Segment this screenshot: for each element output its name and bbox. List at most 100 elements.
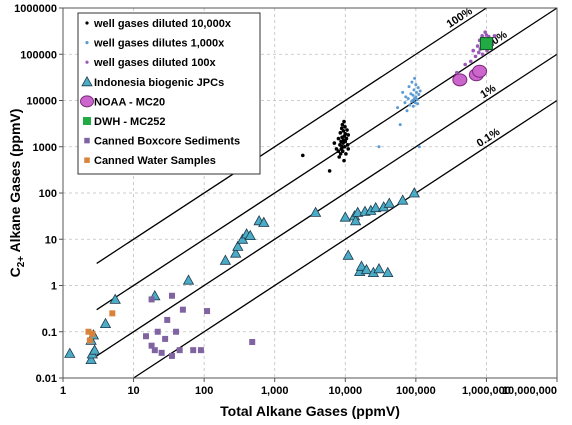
legend: well gases diluted 10,000x well gases dil… [77,12,261,175]
data-point [86,337,93,344]
data-point [377,145,381,149]
data-point [232,240,244,251]
y-axis-ticks: 0.01 0.1 1 10 100 1000 10000 100000 1000000 [14,3,63,385]
data-point [341,129,346,133]
y-tick-label: 1 [51,281,57,293]
data-point [309,206,322,217]
data-point [64,347,76,358]
x-tick-label: 1 [60,385,66,397]
legend-marker [84,157,90,163]
data-point [109,293,121,304]
legend-marker [81,75,93,87]
legend-label: DWH - MC252 [94,116,166,128]
data-point [411,93,415,97]
y-tick-label: 100000 [20,49,57,61]
legend-label: Canned Water Samples [94,155,216,167]
data-point [346,147,351,151]
data-point [85,353,97,365]
data-point [418,89,422,93]
data-point [244,229,256,241]
data-point [349,214,362,226]
legend-marker [84,137,90,144]
y-tick-label: 100 [39,188,57,200]
y-axis-title-subscript: 2+ [16,256,27,268]
data-point [342,119,346,124]
data-point [480,34,484,38]
x-tick-label: 10,000 [328,385,362,397]
data-point [346,133,351,137]
data-point [332,141,337,145]
data-point [168,292,175,299]
data-point [88,344,101,355]
legend-label: well gases dilutes 1,000x [93,38,225,50]
data-point [164,316,171,323]
series-dwh-mc252 [479,37,493,51]
data-point [382,266,394,278]
data-point [342,158,346,163]
data-point [142,333,149,340]
y-axis-title-prefix: C [7,267,23,277]
data-point [336,136,341,141]
data-point [340,149,345,154]
data-point [179,306,186,313]
data-point [340,122,345,127]
data-point [416,86,420,90]
data-point [397,194,409,205]
data-point [345,143,350,147]
data-point [352,206,364,217]
data-point [413,76,417,80]
data-point [417,145,421,149]
y-tick-label: 0.01 [36,373,57,385]
data-point [148,342,155,349]
data-point [452,73,468,87]
data-point [415,98,419,102]
y-tick-label: 1000000 [14,3,57,15]
data-point [230,247,242,258]
data-point [480,52,485,57]
data-point [471,48,476,53]
data-point [414,83,418,87]
legend-box [77,12,261,175]
data-point [468,59,473,64]
data-point [473,54,478,59]
data-point [355,260,368,271]
legend-label: Canned Boxcore Sediments [94,136,240,148]
data-point [219,254,232,265]
data-point [327,169,332,173]
data-point [176,347,183,354]
data-point [477,50,481,55]
data-point [158,349,165,356]
y-axis-title: C2+ Alkane Gases (ppmV) [7,109,27,278]
data-point [89,330,96,337]
data-point [414,95,418,99]
data-point [483,30,487,34]
legend-marker [80,95,94,108]
data-point [339,126,344,131]
y-tick-label: 10 [45,234,57,246]
x-tick-label: 100 [195,385,213,397]
data-point [492,34,497,38]
data-point [410,80,414,84]
y-tick-label: 10000 [26,96,57,108]
data-point [154,328,161,335]
data-point [337,155,342,159]
data-point [343,132,348,136]
data-point [408,187,420,198]
data-point [412,88,416,92]
legend-marker [85,41,89,45]
legend-marker [85,21,89,25]
data-point [342,144,347,149]
data-point [249,339,256,346]
data-point [168,352,175,359]
data-point [344,136,349,141]
series-indonesia-jpc [64,187,420,365]
data-point [411,104,415,108]
data-point [406,97,410,101]
data-point [472,64,488,78]
data-point [173,328,180,335]
legend-label: well gases diluted 10,000x [93,18,232,30]
x-tick-label: 100,000 [396,385,436,397]
legend-label: well gases diluted 100x [93,57,217,69]
data-marks [64,30,497,365]
